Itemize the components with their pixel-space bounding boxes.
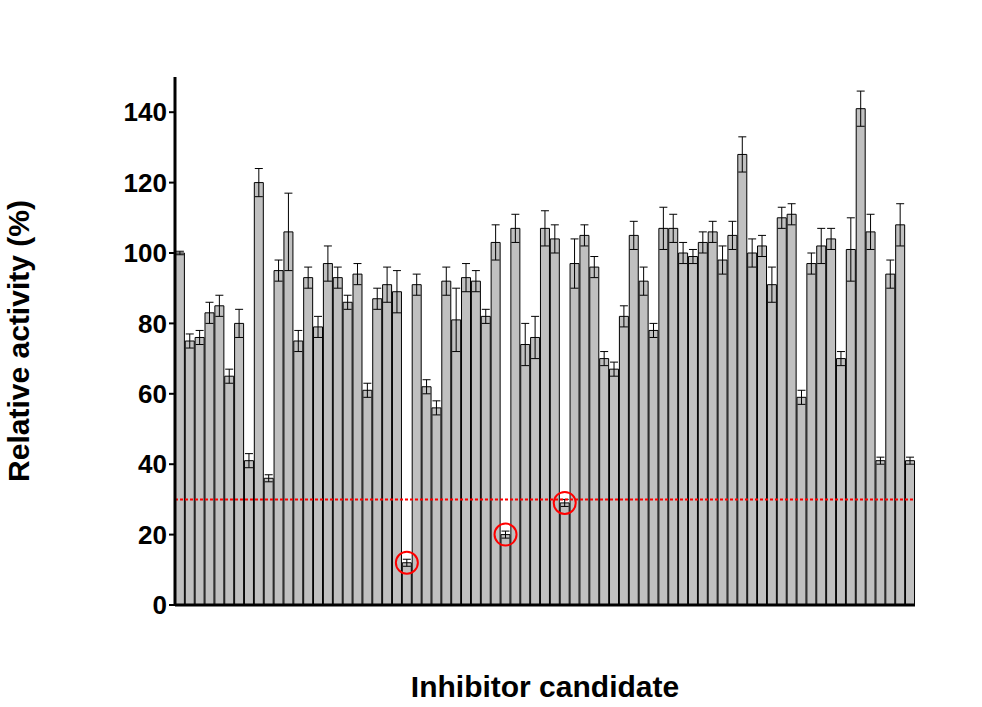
svg-text:20: 20 [138, 520, 167, 550]
svg-text:120: 120 [124, 168, 167, 198]
svg-text:0: 0 [153, 590, 167, 620]
svg-text:40: 40 [138, 449, 167, 479]
svg-text:Relative activity (%): Relative activity (%) [8, 200, 35, 482]
svg-text:140: 140 [124, 97, 167, 127]
svg-text:100: 100 [124, 238, 167, 268]
svg-text:60: 60 [138, 379, 167, 409]
svg-text:80: 80 [138, 309, 167, 339]
svg-text:Inhibitor candidate: Inhibitor candidate [411, 670, 679, 703]
